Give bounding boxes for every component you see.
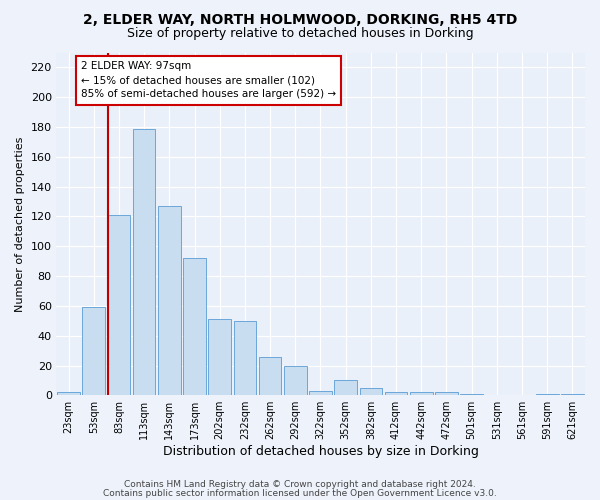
Bar [133, 128, 155, 396]
Bar [158, 206, 181, 396]
Bar [107, 215, 130, 396]
Text: 2 ELDER WAY: 97sqm
← 15% of detached houses are smaller (102)
85% of semi-detach: 2 ELDER WAY: 97sqm ← 15% of detached hou… [81, 62, 336, 100]
Bar [334, 380, 357, 396]
Text: Contains HM Land Registry data © Crown copyright and database right 2024.: Contains HM Land Registry data © Crown c… [124, 480, 476, 489]
Y-axis label: Number of detached properties: Number of detached properties [15, 136, 25, 312]
Bar [385, 392, 407, 396]
Bar [536, 394, 559, 396]
Bar [410, 392, 433, 396]
Text: 2, ELDER WAY, NORTH HOLMWOOD, DORKING, RH5 4TD: 2, ELDER WAY, NORTH HOLMWOOD, DORKING, R… [83, 12, 517, 26]
Bar [183, 258, 206, 396]
Bar [284, 366, 307, 396]
Bar [233, 321, 256, 396]
Bar [435, 392, 458, 396]
Bar [460, 394, 483, 396]
Bar [561, 394, 584, 396]
Bar [57, 392, 80, 396]
Bar [82, 308, 105, 396]
Text: Size of property relative to detached houses in Dorking: Size of property relative to detached ho… [127, 28, 473, 40]
Bar [359, 388, 382, 396]
X-axis label: Distribution of detached houses by size in Dorking: Distribution of detached houses by size … [163, 444, 478, 458]
Bar [208, 320, 231, 396]
Text: Contains public sector information licensed under the Open Government Licence v3: Contains public sector information licen… [103, 489, 497, 498]
Bar [309, 391, 332, 396]
Bar [259, 356, 281, 396]
